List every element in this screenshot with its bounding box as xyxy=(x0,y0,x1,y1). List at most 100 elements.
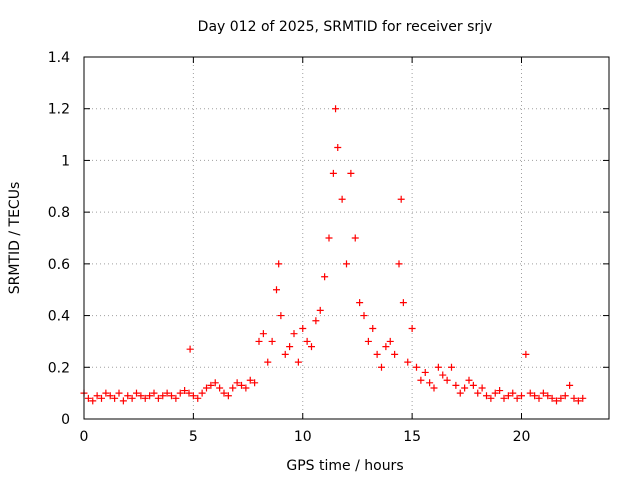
data-point xyxy=(216,384,224,392)
y-tick-label: 1.4 xyxy=(48,50,70,66)
data-point xyxy=(128,394,136,402)
data-point xyxy=(332,105,340,113)
data-point xyxy=(93,392,101,400)
data-point xyxy=(509,389,517,397)
y-tick-label: 0.8 xyxy=(48,205,70,221)
data-point xyxy=(119,397,127,405)
data-point xyxy=(89,397,97,405)
data-point xyxy=(474,389,482,397)
data-point xyxy=(579,394,587,402)
data-point xyxy=(343,260,350,268)
data-point xyxy=(347,169,355,177)
data-point xyxy=(290,330,298,338)
data-point xyxy=(238,381,245,389)
data-point xyxy=(369,325,377,332)
data-point xyxy=(277,312,285,320)
data-point xyxy=(329,169,337,177)
data-point xyxy=(448,363,455,371)
data-point xyxy=(574,397,582,405)
data-point xyxy=(186,345,194,353)
data-point xyxy=(251,379,259,387)
data-point xyxy=(570,394,578,402)
data-point xyxy=(395,260,403,268)
data-point xyxy=(308,343,315,351)
x-tick-label: 0 xyxy=(80,429,89,445)
y-tick-labels: 0 0.2 0.4 0.6 0.8 1 1.2 1.4 xyxy=(48,50,70,428)
data-point xyxy=(404,358,412,366)
data-point xyxy=(159,392,167,400)
data-points xyxy=(80,105,587,405)
data-point xyxy=(338,195,346,203)
data-point xyxy=(207,381,215,389)
data-point xyxy=(233,379,241,387)
data-point xyxy=(539,389,547,397)
data-point xyxy=(417,376,425,384)
data-point xyxy=(548,394,556,402)
data-point xyxy=(303,337,311,345)
data-point xyxy=(461,384,469,392)
data-point xyxy=(102,389,110,397)
data-point xyxy=(264,358,272,366)
data-point xyxy=(224,392,232,400)
data-point xyxy=(154,394,162,402)
data-point xyxy=(373,350,381,358)
data-point xyxy=(194,394,202,402)
data-point xyxy=(275,260,283,268)
y-axis-title: SRMTID / TECUs xyxy=(7,182,23,295)
data-point xyxy=(268,337,276,345)
data-point xyxy=(273,286,280,294)
data-point xyxy=(211,379,219,387)
data-point xyxy=(518,392,525,400)
x-tick-label: 20 xyxy=(513,429,531,445)
data-point xyxy=(98,394,105,402)
data-point xyxy=(115,389,123,397)
y-tick-label: 0.2 xyxy=(48,360,70,376)
data-point xyxy=(491,389,499,397)
data-point xyxy=(176,389,184,397)
data-point xyxy=(487,394,495,402)
data-point xyxy=(426,379,434,387)
data-point xyxy=(561,392,569,400)
data-point xyxy=(189,392,197,400)
data-point xyxy=(386,337,394,345)
data-point xyxy=(146,392,154,400)
data-point xyxy=(255,337,263,345)
data-point xyxy=(443,376,451,384)
data-point xyxy=(513,394,521,402)
data-point xyxy=(203,384,210,392)
y-tick-label: 1 xyxy=(61,153,70,169)
data-point xyxy=(469,381,477,389)
data-point xyxy=(259,330,267,338)
data-point xyxy=(557,394,565,402)
data-point xyxy=(421,368,429,376)
data-point xyxy=(150,389,158,397)
data-point xyxy=(312,317,320,325)
data-point xyxy=(172,394,180,402)
y-tick-label: 0.6 xyxy=(48,257,70,273)
data-point xyxy=(294,358,302,366)
data-point xyxy=(137,392,145,400)
data-point xyxy=(566,381,574,389)
y-tick-label: 0 xyxy=(61,412,70,428)
data-point xyxy=(316,306,324,314)
x-tick-label: 5 xyxy=(189,429,198,445)
data-point xyxy=(531,392,539,400)
data-point xyxy=(439,371,447,379)
data-point xyxy=(246,376,254,384)
data-point xyxy=(163,389,171,397)
data-point xyxy=(397,195,405,203)
data-point xyxy=(168,392,175,400)
data-point xyxy=(391,350,399,358)
x-tick-label: 10 xyxy=(294,429,312,445)
data-point xyxy=(478,384,486,392)
data-point xyxy=(220,389,228,397)
data-point xyxy=(452,381,460,389)
data-point xyxy=(535,394,543,402)
plot-frame xyxy=(83,56,610,420)
data-point xyxy=(181,387,189,395)
data-point xyxy=(281,350,289,358)
data-point xyxy=(522,350,530,358)
y-tick-label: 1.2 xyxy=(48,102,70,118)
data-point xyxy=(413,363,420,371)
